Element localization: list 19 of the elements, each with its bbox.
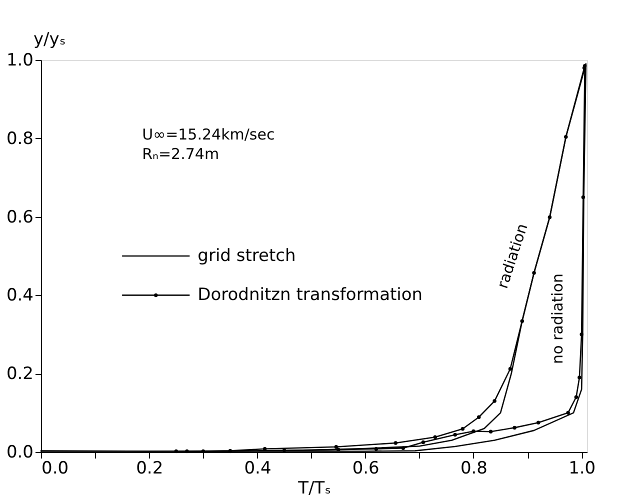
y-tick-label: 0.4 — [6, 286, 34, 306]
legend-label: grid stretch — [198, 246, 296, 266]
x-tick-label: 0.0 — [42, 458, 69, 478]
x-tick-label: 0.6 — [352, 458, 380, 478]
y-tick-label: 0.0 — [6, 442, 34, 462]
x-tick-label: 1.0 — [568, 458, 596, 478]
y-tick-label: 1.0 — [6, 50, 34, 70]
x-axis-title: T/Tₛ — [297, 478, 331, 495]
x-tick-label: 0.4 — [244, 458, 272, 478]
x-tick-label: 0.2 — [136, 458, 164, 478]
y-axis-title: y/yₛ — [34, 30, 66, 50]
y-tick-label: 0.6 — [6, 207, 34, 228]
y-tick-label: 0.8 — [6, 128, 34, 149]
annotation: no radiation — [548, 274, 566, 364]
annotation: Rₙ=2.74m — [142, 145, 220, 164]
annotation: U∞=15.24km/sec — [142, 125, 275, 144]
legend-label: Dorodnitzn transformation — [198, 285, 423, 306]
x-tick-label: 0.8 — [460, 458, 488, 478]
y-tick-label: 0.2 — [6, 364, 34, 384]
